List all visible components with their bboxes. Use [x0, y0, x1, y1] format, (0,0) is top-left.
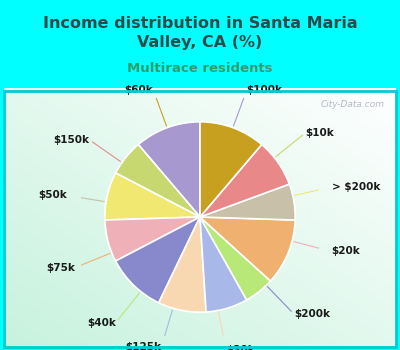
Text: City-Data.com: City-Data.com [320, 100, 384, 110]
Wedge shape [105, 217, 200, 261]
Text: Multirace residents: Multirace residents [127, 62, 273, 75]
Text: $100k: $100k [247, 85, 283, 95]
Text: $40k: $40k [87, 318, 116, 328]
Wedge shape [200, 145, 289, 217]
Wedge shape [200, 122, 262, 217]
Wedge shape [159, 217, 206, 312]
Text: Income distribution in Santa Maria
Valley, CA (%): Income distribution in Santa Maria Valle… [43, 16, 357, 50]
Text: $125k: $125k [126, 342, 162, 350]
Wedge shape [200, 217, 295, 281]
Wedge shape [105, 173, 200, 220]
Text: $75k: $75k [46, 263, 75, 273]
Text: $200k: $200k [294, 309, 330, 319]
Wedge shape [138, 122, 200, 217]
Wedge shape [116, 145, 200, 217]
Text: $50k: $50k [38, 190, 66, 201]
Text: $60k: $60k [124, 85, 153, 95]
Wedge shape [200, 217, 270, 300]
Wedge shape [116, 217, 200, 303]
Text: $20k: $20k [331, 246, 360, 256]
Text: $30k: $30k [226, 345, 254, 350]
Wedge shape [200, 184, 295, 220]
Text: > $200k: > $200k [332, 182, 380, 192]
Text: $10k: $10k [306, 128, 334, 138]
Wedge shape [200, 217, 247, 312]
Text: $150k: $150k [53, 135, 89, 145]
